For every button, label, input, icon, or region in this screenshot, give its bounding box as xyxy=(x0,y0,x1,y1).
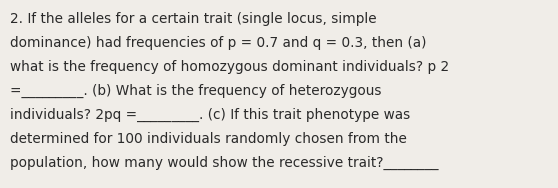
Text: 2. If the alleles for a certain trait (single locus, simple: 2. If the alleles for a certain trait (s… xyxy=(10,12,377,26)
Text: determined for 100 individuals randomly chosen from the: determined for 100 individuals randomly … xyxy=(10,132,407,146)
Text: dominance) had frequencies of p = 0.7 and q = 0.3, then (a): dominance) had frequencies of p = 0.7 an… xyxy=(10,36,426,50)
Text: =_________. (b) What is the frequency of heterozygous: =_________. (b) What is the frequency of… xyxy=(10,84,382,98)
Text: what is the frequency of homozygous dominant individuals? p 2: what is the frequency of homozygous domi… xyxy=(10,60,449,74)
Text: individuals? 2pq =_________. (c) If this trait phenotype was: individuals? 2pq =_________. (c) If this… xyxy=(10,108,410,122)
Text: population, how many would show the recessive trait?________: population, how many would show the rece… xyxy=(10,156,439,170)
